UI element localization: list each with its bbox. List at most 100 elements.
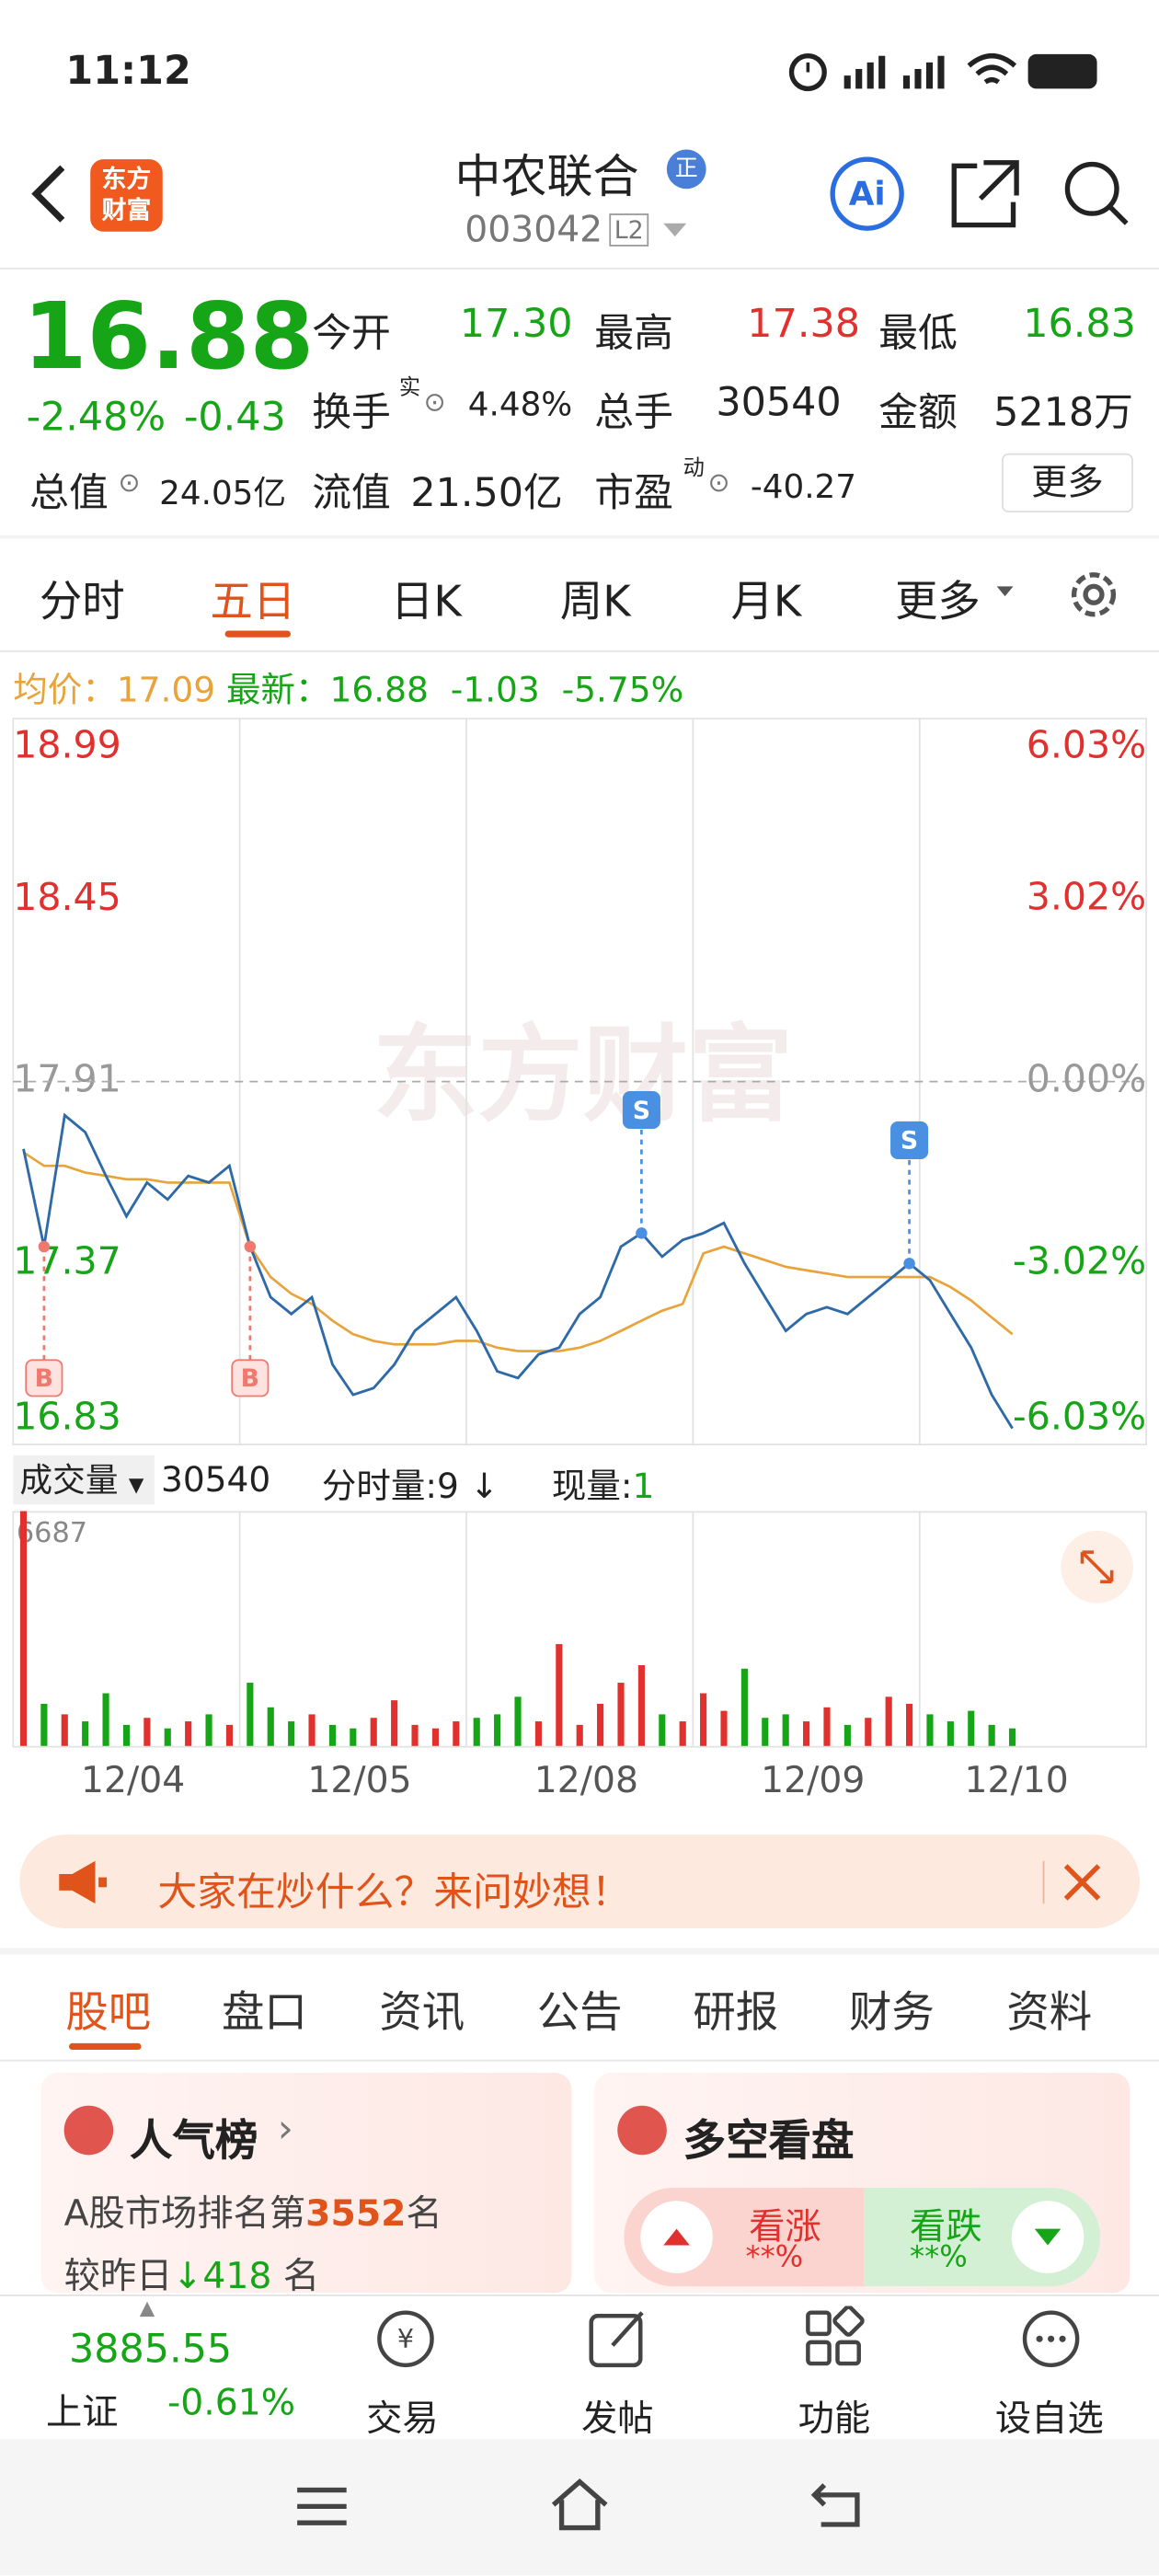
volume-tick-label: 6687 — [17, 1517, 87, 1549]
volume-bar — [205, 1714, 212, 1746]
back-button[interactable] — [23, 161, 73, 226]
volume-selector[interactable]: 成交量 ▼ — [13, 1455, 155, 1505]
field-value: 5218万 — [993, 389, 1133, 436]
dropdown-arrow[interactable] — [661, 222, 688, 238]
marker-dot — [244, 1240, 257, 1253]
chart-tab[interactable]: 月K — [730, 578, 802, 627]
volume-bar — [617, 1683, 625, 1746]
volume-bar — [370, 1718, 377, 1746]
change-prefix: 较昨日 — [63, 2257, 173, 2298]
chart-tab[interactable]: 分时 — [39, 578, 125, 627]
volume-bar — [494, 1714, 501, 1746]
date-label: 12/05 — [307, 1760, 412, 1802]
section-tab[interactable]: 研报 — [693, 1988, 779, 2039]
date-label: 12/10 — [964, 1760, 1069, 1802]
field-label: 市盈 — [594, 469, 673, 516]
trade-icon: ¥ — [377, 2310, 434, 2368]
chart-tab[interactable]: 更多 — [894, 578, 981, 627]
volume-bar — [328, 1724, 337, 1746]
ask-banner[interactable]: 大家在炒什么？来问妙想！ — [19, 1834, 1140, 1928]
section-tab[interactable]: 盘口 — [221, 1988, 307, 2039]
chart-tab-active[interactable]: 五日 — [210, 578, 296, 627]
dropdown-arrow: ▼ — [128, 1473, 144, 1497]
bear-icon — [1011, 2201, 1084, 2273]
field-sup: 动 — [683, 456, 705, 482]
volume-bar — [185, 1721, 192, 1746]
y2-tick-label: 6.03% — [1027, 722, 1146, 766]
more-button[interactable]: 更多 — [1002, 453, 1133, 513]
volume-bar — [19, 1511, 28, 1746]
volume-bar — [905, 1703, 913, 1746]
change-pct: -2.48% — [26, 394, 166, 441]
volume-bar — [143, 1718, 151, 1746]
volume-bar — [637, 1664, 645, 1746]
current-volume-value: 1 — [632, 1466, 655, 1507]
divider — [0, 1948, 1159, 1955]
marker-dot — [636, 1227, 648, 1239]
share-button[interactable] — [951, 160, 1019, 228]
rank-value: 3552 — [305, 2194, 407, 2236]
sentiment-card[interactable]: 多空看盘 看涨 **% 看跌 **% — [594, 2073, 1130, 2294]
chart-tab[interactable]: 周K — [559, 578, 631, 627]
volume-bar — [473, 1718, 480, 1746]
info-icon[interactable]: ⊙ — [707, 466, 730, 498]
section-tab[interactable]: 公告 — [536, 1988, 623, 2039]
info-icon[interactable]: ⊙ — [423, 385, 446, 418]
home-button[interactable] — [547, 2475, 613, 2534]
close-button[interactable] — [1061, 1861, 1103, 1903]
volume-bar — [1008, 1728, 1016, 1746]
current-volume-label: 现量: — [551, 1466, 633, 1507]
info-icon[interactable]: ⊙ — [118, 466, 141, 498]
search-button[interactable] — [1064, 161, 1129, 225]
svg-text:Ai: Ai — [849, 175, 886, 213]
divider — [0, 650, 1159, 652]
menu-button[interactable] — [293, 2482, 351, 2532]
section-tab-active[interactable]: 股吧 — [65, 1988, 152, 2039]
volume-bar — [453, 1721, 460, 1746]
nav-item[interactable]: 设自选 — [994, 2399, 1104, 2441]
volume-chart: 6687 — [12, 1511, 1148, 1748]
volume-bar — [988, 1724, 995, 1746]
back-nav-button[interactable] — [808, 2475, 866, 2534]
volume-bar — [740, 1668, 748, 1746]
section-tab[interactable]: 财务 — [848, 1988, 935, 2039]
field-value: 4.48% — [467, 384, 573, 424]
volume-bar — [597, 1703, 604, 1746]
volume-bar — [534, 1721, 542, 1746]
function-icon — [806, 2306, 865, 2366]
nav-item[interactable]: 交易 — [366, 2399, 439, 2441]
tab-underline — [224, 630, 291, 638]
stock-name: 中农联合 — [454, 149, 639, 204]
expand-button[interactable] — [1061, 1530, 1133, 1604]
index-value[interactable]: 3885.55 — [68, 2325, 233, 2372]
y2-tick-label: -6.03% — [1013, 1394, 1146, 1438]
tick-volume: 分时量:9 ↓ — [322, 1460, 499, 1510]
popularity-card[interactable]: 人气榜 › A股市场排名第3552名 较昨日↓418 名 — [40, 2073, 572, 2298]
settings-button[interactable] — [1064, 565, 1123, 624]
plot-frame — [12, 1511, 1148, 1748]
volume-bar — [803, 1721, 810, 1746]
volume-bar — [350, 1728, 357, 1746]
section-tab[interactable]: 资讯 — [379, 1988, 465, 2039]
bear-button[interactable]: 看跌 **% — [864, 2188, 1101, 2287]
date-label: 12/04 — [81, 1760, 186, 1802]
volume-bar — [82, 1721, 89, 1746]
index-change: -0.61% — [167, 2383, 296, 2425]
nav-item[interactable]: 功能 — [798, 2399, 871, 2441]
section-tab[interactable]: 资料 — [1006, 1988, 1093, 2039]
volume-bar — [885, 1696, 892, 1746]
bottom-bar: ▲ 3885.55 上证 -0.61% ¥ 交易 发帖 功能 设自选 — [0, 2294, 1159, 2441]
down-arrow: ↓ — [172, 2257, 203, 2298]
nav-item[interactable]: 发帖 — [580, 2399, 654, 2441]
stock-code: 003042 — [465, 210, 603, 252]
volume-bar — [679, 1721, 686, 1746]
ai-button[interactable]: Ai — [830, 156, 904, 231]
tick-volume-label: 分时量:9 — [321, 1466, 459, 1507]
chart-tab[interactable]: 日K — [390, 578, 462, 627]
volume-bar — [40, 1703, 48, 1746]
last-label: 最新： — [226, 670, 330, 710]
bull-button[interactable]: 看涨 **% — [624, 2188, 865, 2287]
svg-text:¥: ¥ — [397, 2323, 414, 2354]
